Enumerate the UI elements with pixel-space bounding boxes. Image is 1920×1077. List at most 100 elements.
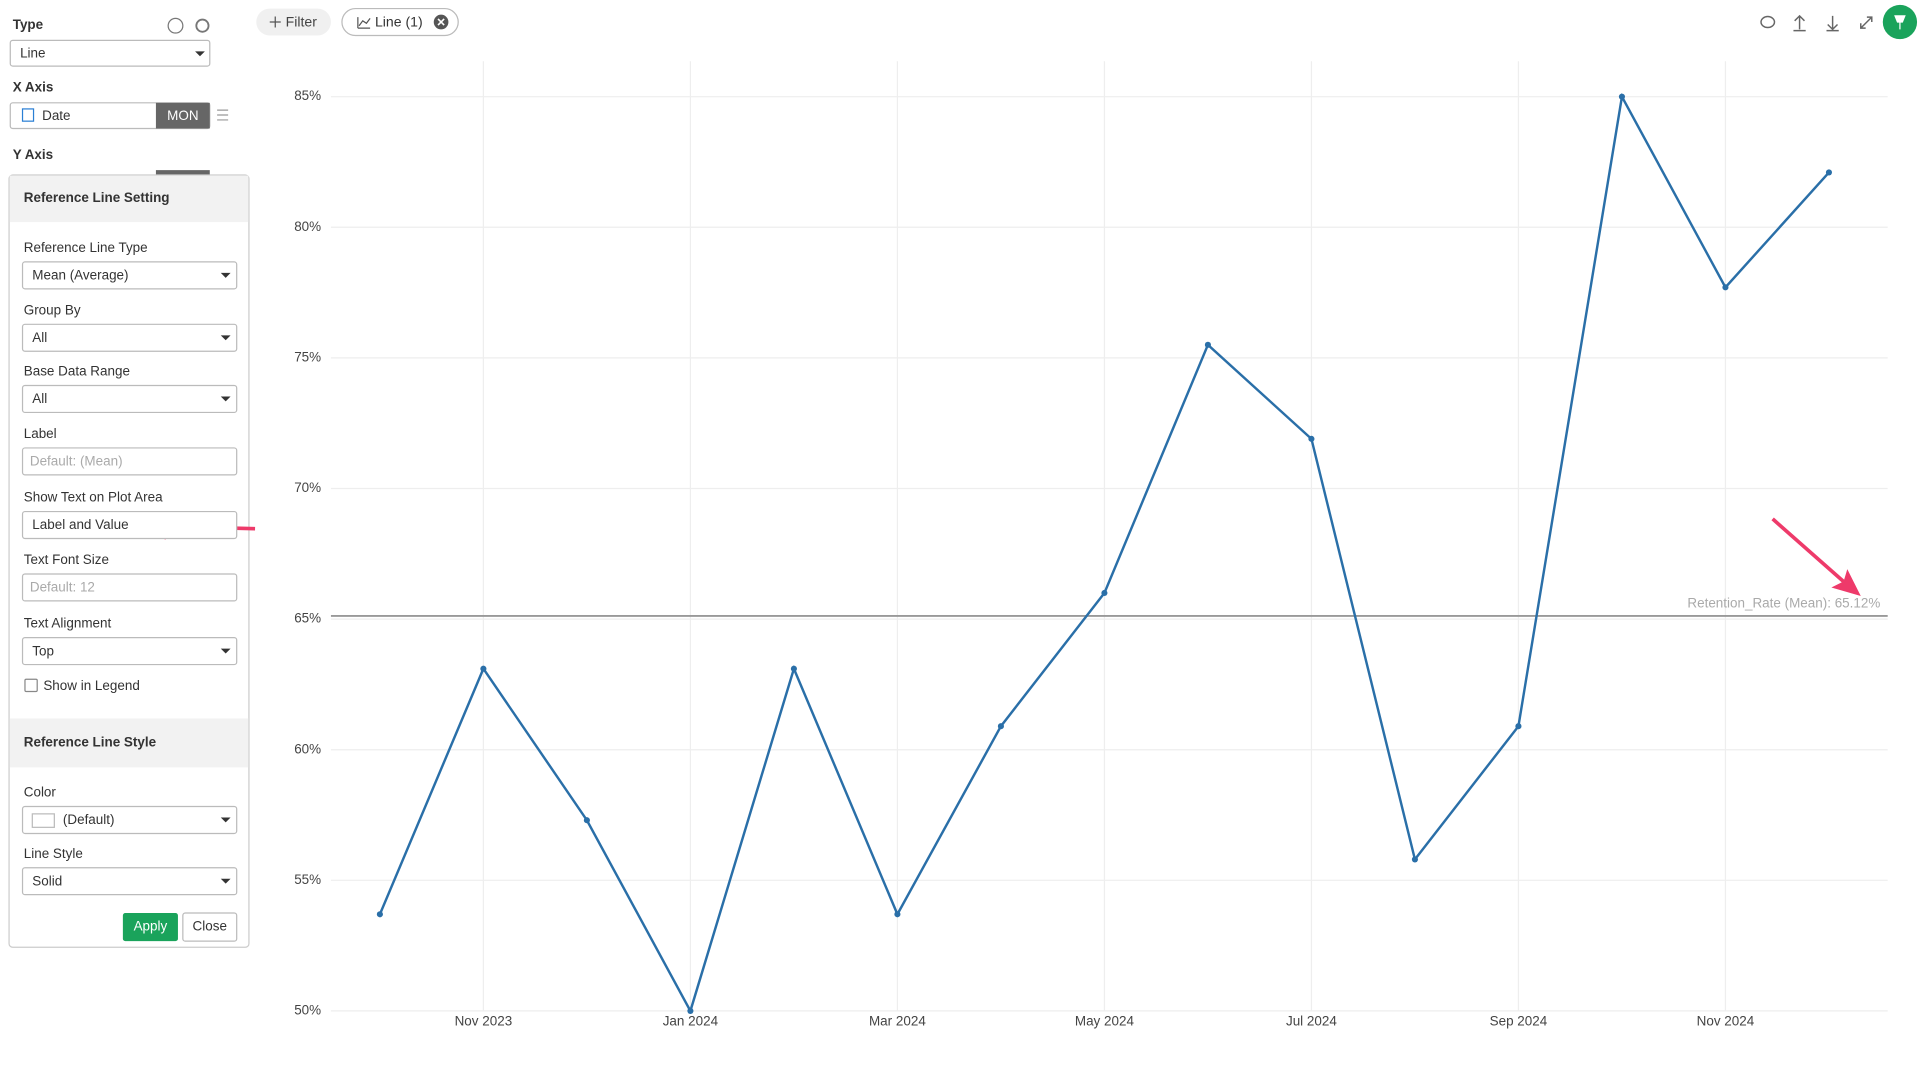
- field-value: Mean (Average): [32, 268, 128, 283]
- field-label: Base Data Range: [24, 364, 130, 379]
- field-value: Solid: [32, 873, 62, 888]
- point: [1204, 341, 1211, 348]
- x-tick-label: Nov 2024: [1697, 1013, 1755, 1028]
- point: [1101, 589, 1108, 597]
- style-header: [9, 718, 249, 768]
- close-x: [437, 18, 445, 26]
- field-label: Group By: [24, 302, 81, 317]
- input[interactable]: [21, 447, 238, 476]
- close-label: Close: [193, 919, 227, 934]
- caret: [220, 648, 231, 654]
- caret: [220, 272, 231, 278]
- panel-header: [9, 175, 249, 223]
- x-tick-label: Jan 2024: [663, 1013, 719, 1028]
- point: [894, 911, 901, 918]
- select[interactable]: [21, 323, 238, 352]
- point: [1825, 169, 1833, 176]
- pin-icon: [1894, 15, 1906, 30]
- panel-title: Reference Line Setting: [24, 190, 170, 205]
- checkbox[interactable]: [24, 678, 38, 693]
- type-value: Line: [20, 45, 45, 60]
- chart-tab[interactable]: [341, 7, 459, 37]
- input[interactable]: [21, 510, 238, 540]
- type-label: Type: [13, 17, 44, 32]
- point: [687, 1007, 694, 1014]
- select[interactable]: [21, 805, 238, 835]
- plus-icon: [269, 16, 281, 28]
- x-tick-label: Jul 2024: [1286, 1013, 1337, 1028]
- field-value: All: [32, 391, 47, 406]
- field-label: Text Alignment: [24, 616, 112, 631]
- y-tick-label: 65%: [294, 611, 321, 626]
- y-tick-label: 80%: [294, 219, 321, 234]
- point: [1515, 723, 1522, 730]
- toolbar-icons: [1760, 14, 1873, 32]
- y-tick-label: 75%: [294, 349, 321, 364]
- y-tick-label: 50%: [294, 1002, 321, 1017]
- field-label: Show Text on Plot Area: [24, 490, 163, 505]
- y-tick-label: 85%: [294, 88, 321, 103]
- y-tick-label: 70%: [294, 480, 321, 495]
- filter-button[interactable]: [256, 8, 331, 36]
- field-label: Reference Line Type: [24, 240, 148, 255]
- y-tick-label: 55%: [294, 872, 321, 887]
- x-unit-button[interactable]: [155, 102, 210, 129]
- apply-label: Apply: [134, 919, 168, 934]
- x-field-name: Date: [42, 108, 70, 123]
- settings-icon[interactable]: [195, 18, 210, 33]
- expand-icon[interactable]: [1860, 16, 1873, 29]
- style-title: Reference Line Style: [24, 734, 157, 749]
- x-unit: MON: [167, 108, 198, 123]
- arrow: [1771, 517, 1848, 586]
- point: [997, 723, 1004, 730]
- select[interactable]: [21, 261, 238, 290]
- point: [790, 665, 797, 672]
- close-button[interactable]: [182, 912, 238, 942]
- field-label: Line Style: [24, 846, 83, 861]
- point: [1308, 435, 1315, 442]
- y-tick-label: 60%: [294, 741, 321, 756]
- point: [583, 817, 590, 824]
- help-icon[interactable]: [167, 17, 184, 34]
- caret: [220, 817, 231, 823]
- field-placeholder: Default: 12: [30, 580, 95, 595]
- menu-icon[interactable]: [217, 109, 229, 121]
- select[interactable]: [21, 384, 238, 414]
- field-value: (Default): [63, 812, 115, 827]
- x-tick-label: Sep 2024: [1490, 1013, 1548, 1028]
- filter-label: Filter: [286, 13, 318, 29]
- point: [1618, 93, 1625, 100]
- reference-label: Retention_Rate (Mean): 65.12%: [1687, 595, 1880, 610]
- point: [480, 665, 487, 672]
- color-swatch: [31, 813, 55, 828]
- type-select[interactable]: [9, 39, 211, 67]
- x-tick-label: May 2024: [1075, 1013, 1135, 1028]
- input[interactable]: [21, 573, 238, 602]
- select[interactable]: [21, 637, 238, 666]
- download-icon[interactable]: [1826, 15, 1839, 32]
- y-unit-button: [155, 170, 210, 178]
- line-icon: [357, 17, 371, 29]
- x-axis-label: X Axis: [13, 80, 54, 95]
- point: [1722, 284, 1729, 291]
- x-tick-label: Nov 2023: [455, 1013, 513, 1028]
- field-value: Top: [32, 643, 54, 658]
- field-label: Color: [24, 785, 57, 800]
- comment-icon[interactable]: [1760, 15, 1776, 29]
- plot: 50% 55% 60% 65% 70% 75% 80% 85% Nov 2023 Jan 2024…: [294, 61, 1888, 1028]
- calendar-icon: [21, 108, 35, 122]
- checkbox-label: Show in Legend: [43, 678, 140, 693]
- field-value: All: [32, 330, 47, 345]
- arrow-head: [1831, 569, 1861, 597]
- y-axis-label: Y Axis: [13, 147, 53, 162]
- field-label: Text Font Size: [24, 552, 109, 567]
- caret: [195, 51, 205, 57]
- apply-button[interactable]: [122, 913, 178, 942]
- caret: [220, 396, 231, 402]
- upload-icon[interactable]: [1793, 14, 1806, 32]
- chart-tab-label: Line (1): [375, 13, 423, 29]
- select[interactable]: [21, 867, 238, 896]
- point: [376, 911, 383, 918]
